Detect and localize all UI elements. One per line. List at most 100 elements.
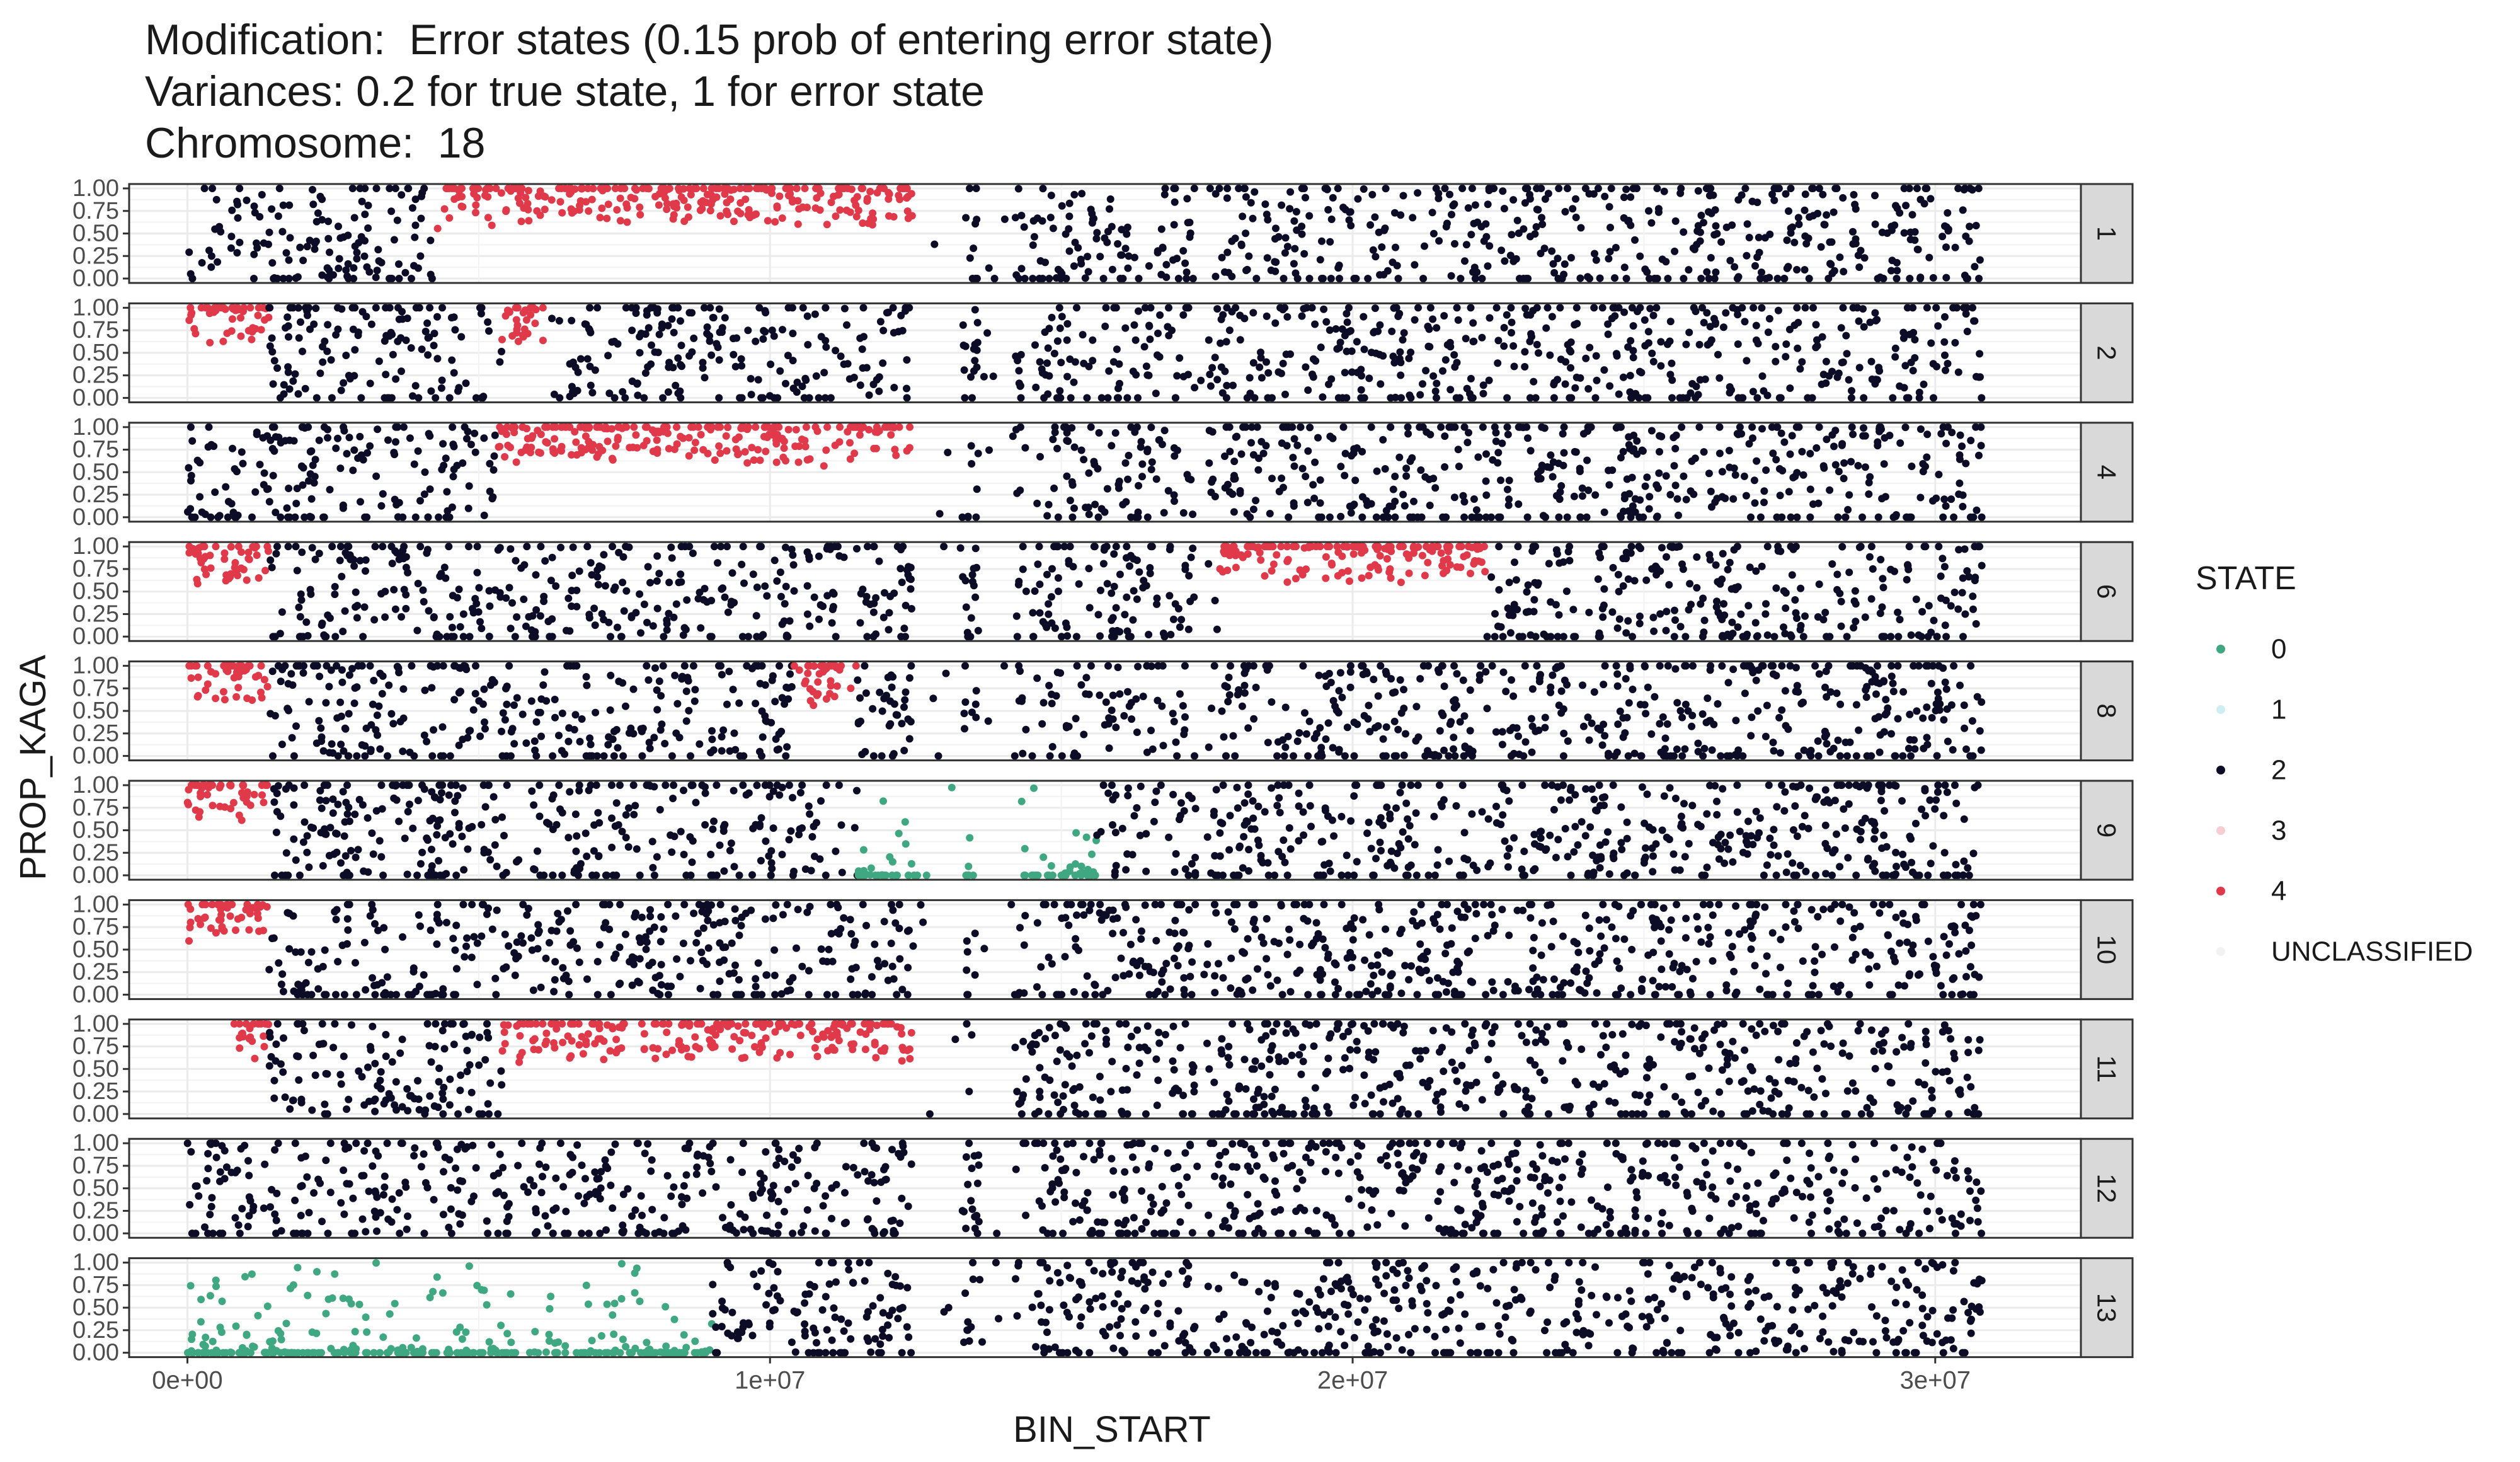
data-point-state-2 [464,734,472,742]
data-point-state-2 [1958,589,1966,597]
data-point-state-2 [1426,343,1434,351]
data-point-state-4 [741,448,749,456]
data-point-state-2 [396,718,404,726]
data-point-state-2 [605,389,614,398]
data-point-state-4 [558,209,566,217]
data-point-state-2 [1944,737,1952,745]
data-point-state-4 [257,662,265,670]
data-point-state-2 [1211,597,1219,604]
data-point-state-2 [465,482,473,490]
data-point-state-4 [603,214,611,222]
data-point-state-2 [236,185,244,192]
data-point-state-4 [514,337,522,345]
data-point-state-2 [1601,662,1609,670]
data-point-state-2 [1852,205,1860,213]
data-point-state-2 [1755,233,1763,241]
data-point-state-2 [1397,709,1406,717]
data-point-state-2 [1048,699,1056,708]
data-point-state-4 [1261,572,1269,580]
data-point-state-2 [1823,693,1831,701]
data-point-state-2 [297,318,304,326]
data-point-state-2 [1778,513,1786,521]
data-point-state-2 [789,551,797,559]
data-point-state-2 [1685,328,1693,337]
data-point-state-2 [1264,216,1272,224]
data-point-state-2 [1309,371,1316,378]
data-point-state-2 [1171,185,1179,192]
data-point-state-2 [1109,691,1117,699]
data-point-state-2 [889,304,897,312]
data-point-state-2 [1496,513,1504,521]
data-point-state-2 [1968,717,1976,725]
data-point-state-2 [779,326,786,334]
data-point-state-4 [876,185,884,192]
data-point-state-2 [1397,371,1405,379]
data-point-state-2 [1379,752,1387,760]
data-point-state-2 [1700,616,1709,625]
data-point-state-2 [284,313,292,321]
data-point-state-2 [530,737,539,745]
data-point-state-4 [503,423,511,431]
data-point-state-2 [1889,688,1898,696]
data-point-state-4 [892,451,900,459]
data-point-state-2 [1793,266,1801,273]
data-point-state-2 [1300,304,1308,313]
data-point-state-2 [1715,449,1724,458]
data-point-state-2 [281,662,289,670]
data-point-state-2 [1641,316,1649,324]
data-point-state-2 [353,614,361,622]
data-point-state-2 [1734,340,1742,348]
data-point-state-2 [1389,352,1397,360]
data-point-state-2 [1246,374,1254,382]
data-point-state-2 [1704,341,1712,349]
data-point-state-2 [1666,318,1675,326]
data-point-state-2 [844,360,852,368]
data-point-state-2 [805,394,813,402]
data-point-state-2 [531,746,539,754]
data-point-state-2 [907,662,915,670]
data-point-state-2 [1348,368,1356,376]
data-point-state-2 [1942,633,1950,641]
data-point-state-2 [352,588,360,596]
data-point-state-2 [1739,633,1747,641]
data-point-state-2 [1063,623,1071,631]
data-point-state-2 [1450,745,1457,753]
data-point-state-2 [214,513,222,521]
data-point-state-2 [1547,688,1555,696]
data-point-state-2 [1180,730,1188,739]
data-point-state-2 [761,582,769,590]
data-point-state-2 [1562,587,1571,596]
data-point-state-2 [1479,423,1487,431]
data-point-state-2 [1518,633,1526,641]
data-point-state-2 [1550,268,1559,277]
data-point-state-2 [684,677,692,685]
data-point-state-2 [297,633,306,641]
data-point-state-2 [1595,549,1603,557]
data-point-state-2 [1785,207,1792,215]
data-point-state-2 [1374,692,1382,700]
data-point-state-2 [353,683,361,691]
data-point-state-2 [1641,342,1649,350]
data-point-state-2 [1579,722,1588,730]
data-point-state-2 [1293,737,1302,745]
data-point-state-4 [1223,567,1232,574]
data-point-state-2 [1067,394,1075,402]
data-point-state-2 [386,185,394,192]
data-point-state-2 [1712,222,1720,230]
data-point-state-2 [1707,662,1715,670]
data-point-state-2 [1035,543,1043,551]
data-point-state-2 [744,326,752,335]
data-point-state-2 [1079,331,1087,339]
data-point-state-2 [421,328,430,335]
data-point-state-2 [1852,618,1860,626]
data-point-state-2 [1124,688,1131,696]
data-point-state-2 [1283,442,1291,450]
data-point-state-4 [572,438,580,446]
data-point-state-2 [1615,615,1624,623]
data-point-state-4 [895,192,903,200]
data-point-state-2 [1972,222,1980,229]
data-point-state-2 [1126,562,1133,570]
data-point-state-2 [619,388,627,396]
data-point-state-2 [1770,633,1778,641]
data-point-state-2 [668,554,676,562]
